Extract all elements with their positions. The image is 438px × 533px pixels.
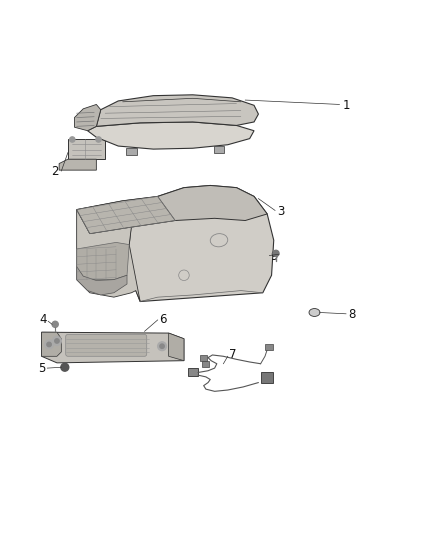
Circle shape: [70, 137, 75, 142]
Bar: [188, 368, 198, 376]
Bar: [265, 344, 273, 350]
Polygon shape: [77, 197, 175, 233]
Circle shape: [47, 342, 51, 346]
FancyBboxPatch shape: [66, 334, 147, 356]
Circle shape: [45, 340, 53, 349]
Bar: [261, 372, 273, 383]
Polygon shape: [88, 122, 254, 149]
Polygon shape: [42, 332, 61, 356]
Text: 8: 8: [348, 308, 355, 321]
Polygon shape: [129, 185, 274, 302]
Text: 6: 6: [159, 312, 166, 326]
Polygon shape: [77, 185, 267, 233]
Circle shape: [158, 342, 166, 351]
Polygon shape: [77, 243, 129, 280]
Bar: [126, 148, 137, 155]
Polygon shape: [96, 95, 258, 126]
Text: 1: 1: [343, 99, 350, 112]
Circle shape: [160, 344, 164, 349]
Polygon shape: [77, 209, 140, 302]
Polygon shape: [42, 332, 184, 363]
Circle shape: [61, 364, 69, 371]
Circle shape: [55, 339, 59, 343]
Polygon shape: [59, 159, 96, 170]
Polygon shape: [74, 104, 101, 131]
Bar: [200, 354, 207, 361]
Text: 7: 7: [229, 349, 237, 361]
Circle shape: [53, 336, 61, 345]
Ellipse shape: [309, 309, 320, 317]
Text: 4: 4: [40, 313, 47, 326]
Text: 5: 5: [39, 361, 46, 375]
Circle shape: [52, 321, 58, 327]
Circle shape: [96, 137, 101, 142]
Polygon shape: [169, 333, 184, 361]
Bar: [202, 361, 209, 367]
Bar: [214, 147, 224, 154]
Text: 2: 2: [51, 165, 58, 179]
Polygon shape: [77, 266, 127, 295]
Circle shape: [273, 251, 279, 256]
Polygon shape: [68, 140, 105, 159]
Text: 3: 3: [277, 205, 284, 218]
Text: 9: 9: [270, 250, 278, 263]
